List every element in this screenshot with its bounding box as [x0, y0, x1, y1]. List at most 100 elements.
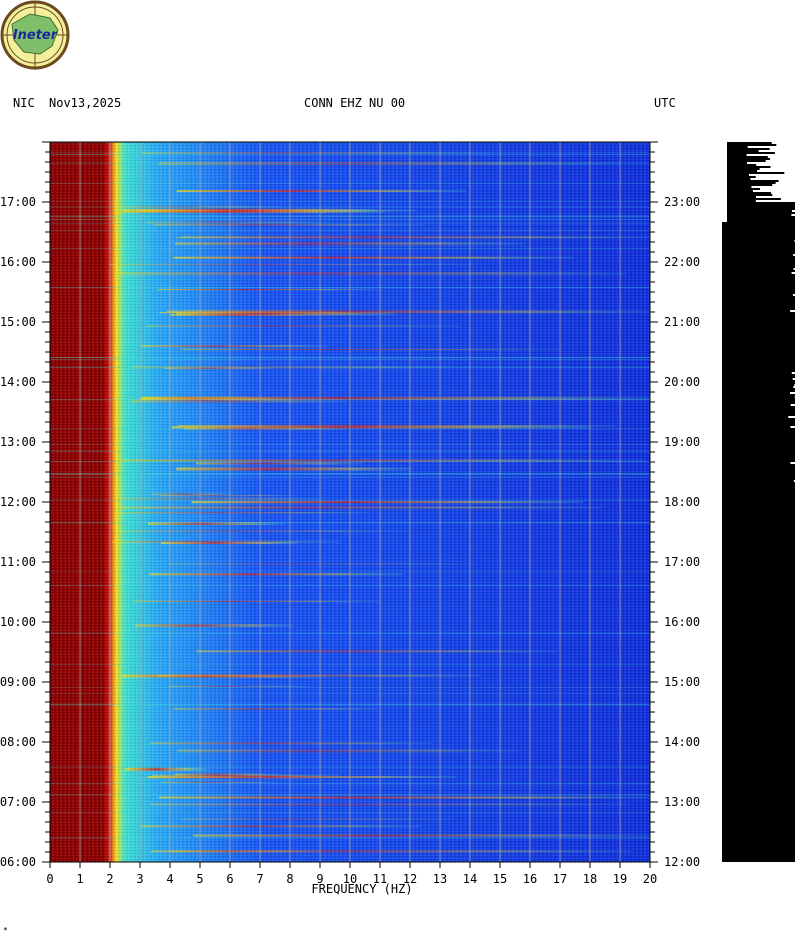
- trace-edge-segment: [791, 210, 795, 212]
- trace-edge-segment: [780, 198, 795, 200]
- trace-edge-segment: [747, 146, 795, 148]
- y-right-tick-label: 12:00: [664, 855, 700, 869]
- trace-edge-segment: [793, 386, 795, 388]
- trace-edge: [722, 142, 795, 482]
- x-tick-label: 11: [373, 872, 387, 886]
- trace-edge-segment: [769, 148, 795, 150]
- trace-edge-segment: [755, 200, 795, 202]
- trace-edge-segment: [772, 194, 795, 196]
- date-label: Nov13,2025: [49, 96, 122, 110]
- trace-edge-segment: [757, 170, 795, 172]
- trace-edge-segment: [794, 384, 795, 386]
- trace-edge-segment: [790, 462, 795, 464]
- y-left-tick-label: 06:00: [0, 855, 36, 869]
- trace-edge-segment: [755, 176, 795, 178]
- trace-edge-segment: [751, 186, 795, 188]
- timezone-label: UTC: [654, 96, 676, 110]
- channel-label: CONN EHZ NU 00: [304, 96, 406, 110]
- y-left-tick-label: 10:00: [0, 615, 36, 629]
- x-tick-label: 5: [196, 872, 203, 886]
- x-axis-label: FREQUENCY (HZ): [311, 882, 412, 896]
- trace-edge-segment: [771, 192, 795, 194]
- y-axis-right: 12:00 13:00 14:00 15:00 16:00 17:00 18:00 19:00…: [650, 141, 700, 869]
- x-tick-label: 1: [76, 872, 83, 886]
- trace-edge-segment: [791, 372, 795, 374]
- trace-edge-segment: [758, 150, 795, 152]
- y-right-tick-label: 14:00: [664, 735, 700, 749]
- trace-edge-segment: [775, 182, 795, 184]
- trace-edge-left: [722, 142, 727, 222]
- trace-edge-segment: [759, 168, 795, 170]
- station-region: NIC: [13, 96, 35, 110]
- amplitude-trace-panel: [722, 142, 795, 862]
- trace-edge-segment: [760, 188, 795, 190]
- x-tick-label: 13: [433, 872, 447, 886]
- x-tick-label: 14: [463, 872, 477, 886]
- y-left-tick-label: 16:00: [0, 255, 36, 269]
- trace-edge-segment: [746, 162, 795, 164]
- trace-edge-segment: [772, 184, 795, 186]
- y-right-tick-label: 21:00: [664, 315, 700, 329]
- trace-edge-segment: [771, 142, 795, 144]
- y-right-tick-label: 13:00: [664, 795, 700, 809]
- trace-edge-segment: [769, 158, 795, 160]
- x-tick-label: 18: [583, 872, 597, 886]
- y-left-tick-label: 17:00: [0, 195, 36, 209]
- y-left-tick-label: 08:00: [0, 735, 36, 749]
- corner-mark: *: [3, 926, 8, 935]
- x-tick-label: 8: [286, 872, 293, 886]
- logo-text: Ineter: [13, 28, 59, 43]
- trace-edge-segment: [793, 480, 795, 482]
- trace-edge-segment: [770, 166, 795, 168]
- trace-edge-segment: [791, 272, 795, 274]
- y-left-tick-label: 12:00: [0, 495, 36, 509]
- trace-edge-segment: [765, 160, 795, 162]
- trace-edge-segment: [774, 152, 795, 154]
- y-left-tick-label: 11:00: [0, 555, 36, 569]
- x-tick-label: 7: [256, 872, 263, 886]
- y-left-tick-label: 09:00: [0, 675, 36, 689]
- x-tick-label: 15: [493, 872, 507, 886]
- trace-edge-segment: [792, 294, 795, 296]
- trace-edge-segment: [790, 392, 795, 394]
- trace-edge-segment: [788, 416, 795, 418]
- trace-edge-segment: [776, 144, 795, 146]
- x-tick-label: 19: [613, 872, 627, 886]
- trace-edge-segment: [767, 156, 795, 158]
- trace-edge-segment: [752, 190, 795, 192]
- y-axis-left: 06:00 07:00 08:00 09:00 10:00 11:00 12:00 13:00…: [0, 141, 50, 869]
- x-tick-label: 20: [643, 872, 657, 886]
- trace-edge-segment: [790, 310, 795, 312]
- y-right-tick-label: 23:00: [664, 195, 700, 209]
- trace-edge-segment: [793, 268, 795, 270]
- y-right-tick-label: 15:00: [664, 675, 700, 689]
- y-right-tick-label: 19:00: [664, 435, 700, 449]
- trace-edge-segment: [784, 172, 795, 174]
- ineter-logo: Ineter: [0, 0, 70, 70]
- x-tick-label: 10: [343, 872, 357, 886]
- x-tick-label: 9: [316, 872, 323, 886]
- y-right-tick-label: 20:00: [664, 375, 700, 389]
- trace-edge-segment: [778, 180, 795, 182]
- x-tick-label: 17: [553, 872, 567, 886]
- x-tick-label: 12: [403, 872, 417, 886]
- x-tick-label: 6: [226, 872, 233, 886]
- x-axis: 0 1 2 3 4 5 6 7 8 9 10 11 12 13 14 15 16 17 18 19 20: [46, 862, 657, 886]
- trace-edge-segment: [756, 196, 795, 198]
- trace-edge-segment: [750, 178, 795, 180]
- y-left-tick-label: 07:00: [0, 795, 36, 809]
- y-right-tick-label: 18:00: [664, 495, 700, 509]
- y-left-tick-label: 14:00: [0, 375, 36, 389]
- trace-edge-segment: [793, 254, 795, 256]
- trace-edge-segment: [749, 174, 795, 176]
- grid-lines: [79, 142, 621, 862]
- trace-edge-segment: [790, 426, 795, 428]
- trace-edge-segment: [790, 404, 795, 406]
- x-tick-label: 16: [523, 872, 537, 886]
- trace-edge-segment: [756, 164, 795, 166]
- x-tick-label: 0: [46, 872, 53, 886]
- x-tick-label: 3: [136, 872, 143, 886]
- trace-edge-segment: [791, 214, 795, 216]
- y-right-tick-label: 22:00: [664, 255, 700, 269]
